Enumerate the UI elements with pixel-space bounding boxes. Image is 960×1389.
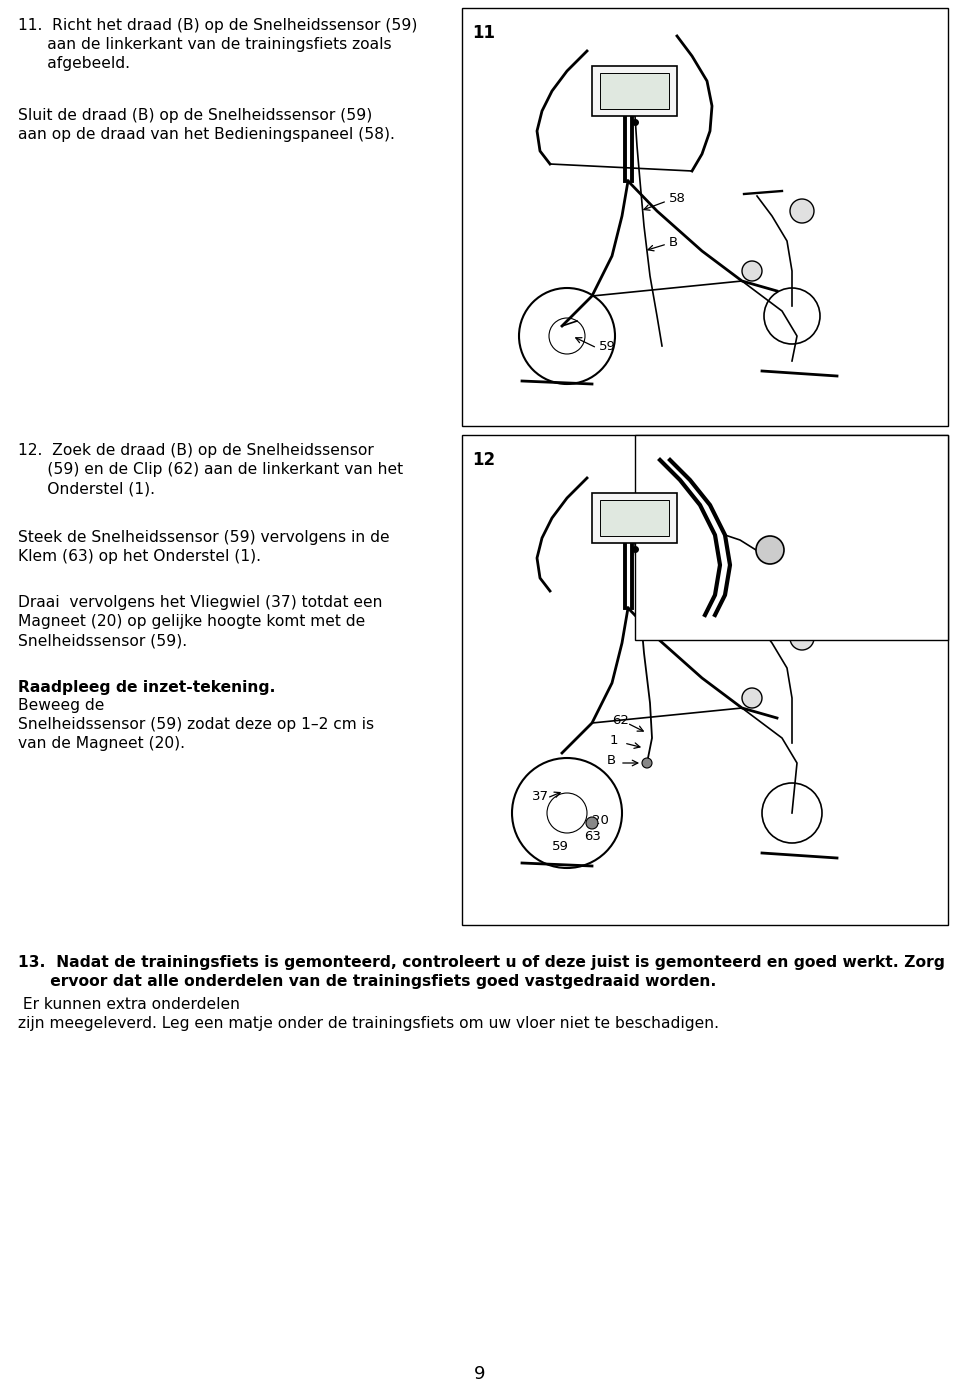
Text: B: B: [669, 236, 678, 249]
Text: Er kunnen extra onderdelen
zijn meegeleverd. Leg een matje onder de trainingsfie: Er kunnen extra onderdelen zijn meegelev…: [18, 997, 719, 1031]
Text: 12: 12: [472, 451, 495, 469]
Text: B: B: [607, 754, 616, 768]
Text: 9: 9: [474, 1365, 486, 1383]
Bar: [635, 435, 948, 640]
Circle shape: [742, 261, 762, 281]
Bar: [462, 435, 948, 925]
Circle shape: [756, 536, 784, 564]
Text: Beweeg de
Snelheidssensor (59) zodat deze op 1–2 cm is
van de Magneet (20).: Beweeg de Snelheidssensor (59) zodat dez…: [18, 699, 374, 751]
Circle shape: [742, 688, 762, 708]
Text: 20: 20: [815, 528, 832, 542]
Polygon shape: [600, 500, 669, 536]
Text: 59: 59: [599, 339, 616, 353]
Circle shape: [790, 199, 814, 224]
Text: 11.  Richt het draad (B) op de Snelheidssensor (59)
      aan de linkerkant van : 11. Richt het draad (B) op de Snelheidss…: [18, 18, 418, 71]
Text: 11: 11: [472, 24, 495, 42]
Text: 1: 1: [610, 735, 618, 747]
Polygon shape: [592, 67, 677, 117]
Text: Steek de Snelheidssensor (59) vervolgens in de
Klem (63) op het Onderstel (1).: Steek de Snelheidssensor (59) vervolgens…: [18, 531, 390, 564]
Text: 62: 62: [612, 714, 629, 728]
Text: Sluit de draad (B) op de Snelheidssensor (59)
aan op de draad van het Bedienings: Sluit de draad (B) op de Snelheidssensor…: [18, 108, 395, 142]
Text: 20: 20: [592, 814, 609, 828]
Text: 63: 63: [584, 829, 601, 843]
Text: 59: 59: [790, 553, 806, 567]
Text: 58: 58: [669, 193, 685, 206]
Text: 37: 37: [532, 789, 549, 803]
Polygon shape: [600, 74, 669, 108]
Text: 12.  Zoek de draad (B) op de Snelheidssensor
      (59) en de Clip (62) aan de l: 12. Zoek de draad (B) op de Snelheidssen…: [18, 443, 403, 496]
Polygon shape: [592, 493, 677, 543]
Text: Raadpleeg de inzet-tekening.: Raadpleeg de inzet-tekening.: [18, 681, 276, 694]
Text: 13.  Nadat de trainingsfiets is gemonteerd, controleert u of deze juist is gemon: 13. Nadat de trainingsfiets is gemonteer…: [18, 956, 945, 989]
Circle shape: [586, 817, 598, 829]
Bar: [462, 8, 948, 426]
Circle shape: [790, 626, 814, 650]
Text: Draai  vervolgens het Vliegwiel (37) totdat een
Magneet (20) op gelijke hoogte k: Draai vervolgens het Vliegwiel (37) totd…: [18, 594, 382, 649]
Circle shape: [642, 758, 652, 768]
Text: 59: 59: [552, 839, 569, 853]
